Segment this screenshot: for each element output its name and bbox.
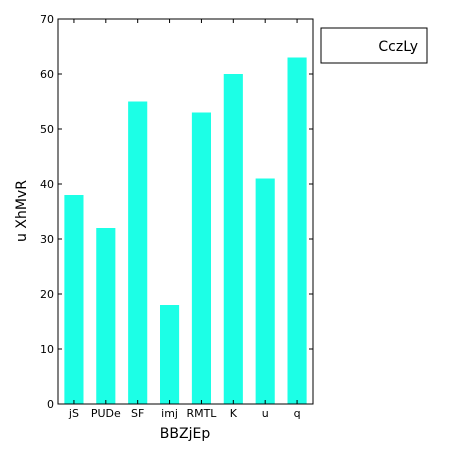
x-tick-label: PUDe xyxy=(91,407,121,420)
y-tick-label: 30 xyxy=(40,233,54,246)
y-tick-label: 60 xyxy=(40,68,54,81)
x-tick-label: q xyxy=(294,407,301,420)
bar-PUDe xyxy=(96,228,116,404)
y-tick-label: 20 xyxy=(40,288,54,301)
bars-group xyxy=(64,57,307,404)
y-tick-label: 0 xyxy=(47,398,54,411)
x-tick-label: RMTL xyxy=(186,407,217,420)
y-axis-label: u XhMvR xyxy=(14,180,30,242)
bar-K xyxy=(223,74,243,404)
bar-SF xyxy=(128,101,148,404)
legend: CczLy xyxy=(320,27,428,64)
y-axis: 0 10 20 30 40 50 60 70 xyxy=(40,13,313,411)
x-tick-label: imj xyxy=(161,407,178,420)
x-tick-label: u xyxy=(262,407,269,420)
x-tick-label: jS xyxy=(68,407,79,420)
bar-u xyxy=(255,178,275,404)
legend-entry-label: CczLy xyxy=(378,39,418,55)
plot-frame xyxy=(57,18,314,405)
bar-jS xyxy=(64,195,84,404)
y-tick-label: 50 xyxy=(40,123,54,136)
x-axis-label: BBZjEp xyxy=(160,426,211,442)
bar-RMTL xyxy=(191,112,211,404)
y-tick-label: 70 xyxy=(40,13,54,26)
x-tick-label: K xyxy=(230,407,238,420)
legend-box xyxy=(320,27,428,64)
bar-imj xyxy=(160,305,180,404)
y-tick-label: 10 xyxy=(40,343,54,356)
bar-q xyxy=(287,57,307,404)
x-tick-label: SF xyxy=(131,407,144,420)
y-tick-label: 40 xyxy=(40,178,54,191)
